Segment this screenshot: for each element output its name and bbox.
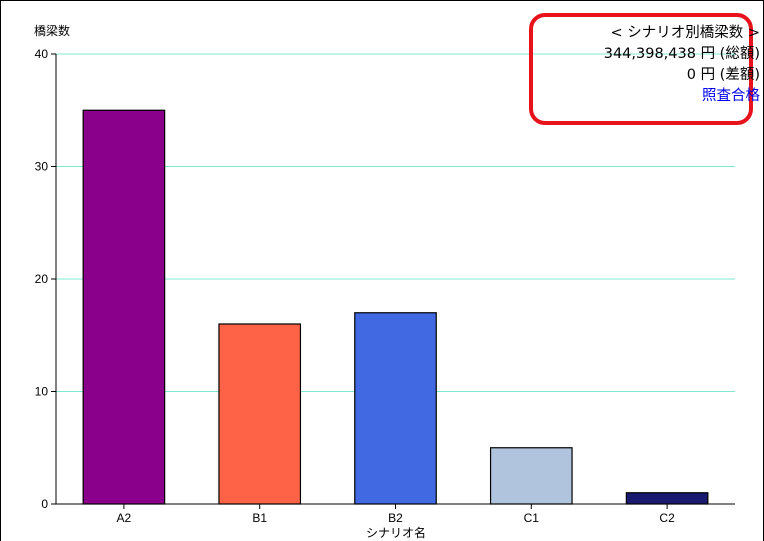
y-axis-title: 橋梁数: [34, 23, 70, 38]
x-axis-title: シナリオ名: [366, 525, 426, 540]
x-tick-label: B1: [252, 511, 267, 525]
summary-highlight-box: [529, 13, 753, 125]
summary-heading: < シナリオ別橋梁数 >: [610, 25, 760, 41]
bar-b1: [218, 323, 302, 505]
summary-difference: 0 円 (差額): [686, 67, 760, 83]
y-tick-label: 30: [35, 160, 49, 174]
x-tick-label: C2: [659, 511, 675, 525]
bars: [82, 109, 709, 505]
x-tick-label: B2: [388, 511, 403, 525]
bar-c1: [489, 447, 573, 505]
gridlines: [56, 53, 735, 392]
bar-b2: [354, 312, 437, 505]
x-tick-labels: A2 B1 B2 C1 C2: [117, 504, 675, 525]
y-tick-label: 10: [35, 385, 49, 399]
summary-status: 照査合格: [702, 88, 760, 104]
y-tick-labels: 0 10 20 30 40: [35, 47, 56, 511]
bar-a2: [82, 109, 166, 505]
y-tick-label: 20: [35, 272, 49, 286]
x-tick-label: C1: [524, 511, 540, 525]
x-tick-label: A2: [117, 511, 132, 525]
bar-c2: [625, 492, 709, 505]
y-tick-label: 40: [35, 47, 49, 61]
scenario-summary: < シナリオ別橋梁数 > 344,398,438 円 (総額) 0 円 (差額)…: [604, 23, 760, 107]
summary-total: 344,398,438 円 (総額): [603, 46, 760, 62]
y-tick-label: 0: [41, 497, 48, 511]
